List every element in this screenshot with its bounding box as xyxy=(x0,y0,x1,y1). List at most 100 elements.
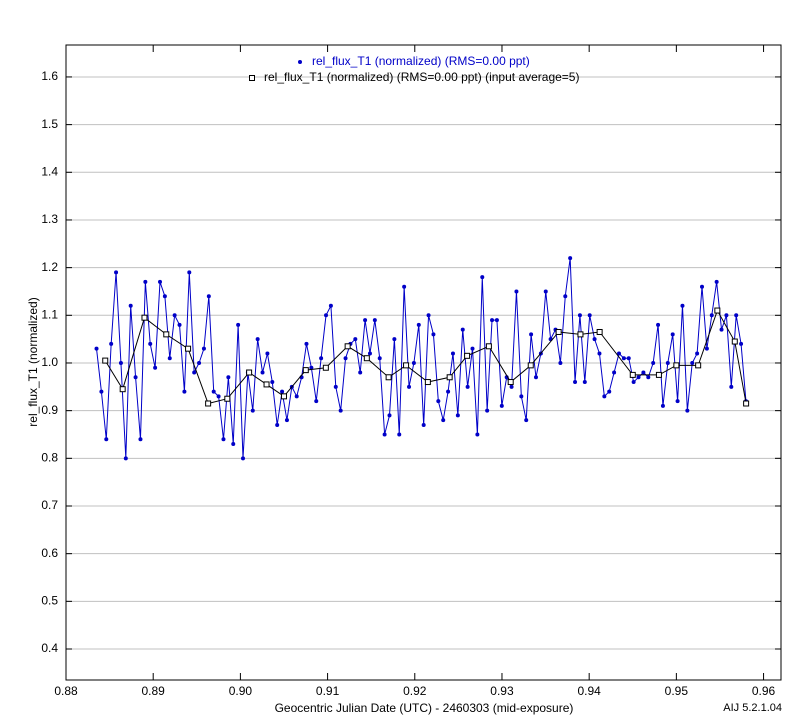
data-point xyxy=(656,322,661,327)
data-point xyxy=(597,351,602,356)
y-tick-label: 1.0 xyxy=(41,355,58,369)
data-point xyxy=(563,294,568,299)
data-point xyxy=(141,314,148,321)
data-point xyxy=(421,422,426,427)
data-point xyxy=(206,294,211,299)
data-point xyxy=(568,256,573,261)
data-point xyxy=(224,395,231,402)
data-point xyxy=(743,400,750,407)
data-point xyxy=(519,394,524,399)
data-point xyxy=(665,360,670,365)
data-point xyxy=(338,408,343,413)
data-point xyxy=(192,370,197,375)
data-point xyxy=(182,389,187,394)
y-tick-label: 0.5 xyxy=(41,594,58,608)
data-point xyxy=(596,328,603,335)
data-point xyxy=(724,313,729,318)
data-point xyxy=(485,408,490,413)
data-point xyxy=(324,313,329,318)
data-point xyxy=(734,313,739,318)
data-point xyxy=(475,432,480,437)
data-point xyxy=(385,374,392,381)
data-point xyxy=(660,403,665,408)
data-point xyxy=(114,270,119,275)
data-point xyxy=(358,370,363,375)
data-point xyxy=(714,307,721,314)
data-point xyxy=(460,327,465,332)
data-point xyxy=(507,379,514,386)
y-tick-label: 0.8 xyxy=(41,450,58,464)
data-point xyxy=(236,322,241,327)
x-tick-label: 0.94 xyxy=(577,684,601,698)
data-point xyxy=(514,289,519,294)
legend-label: rel_flux_T1 (normalized) (RMS=0.00 ppt) … xyxy=(264,70,579,84)
data-point xyxy=(607,389,612,394)
data-point xyxy=(577,313,582,318)
data-point xyxy=(322,364,329,371)
plot-frame xyxy=(65,44,782,681)
y-tick-label: 0.7 xyxy=(41,498,58,512)
data-point xyxy=(655,371,662,378)
data-point xyxy=(416,322,421,327)
data-point xyxy=(403,362,410,369)
data-point xyxy=(524,418,529,423)
data-point xyxy=(302,367,309,374)
data-point xyxy=(485,343,492,350)
data-point xyxy=(719,327,724,332)
data-point xyxy=(592,337,597,342)
data-point xyxy=(94,346,99,351)
data-point xyxy=(509,384,514,389)
legend-marker xyxy=(298,60,302,64)
data-point xyxy=(455,413,460,418)
data-point xyxy=(407,384,412,389)
data-point xyxy=(153,365,158,370)
x-tick-label: 0.89 xyxy=(142,684,166,698)
data-point xyxy=(343,356,348,361)
data-point xyxy=(201,346,206,351)
data-point xyxy=(309,365,314,370)
data-point xyxy=(527,362,534,369)
data-point xyxy=(387,413,392,418)
data-point xyxy=(265,351,270,356)
data-point xyxy=(167,356,172,361)
series-line xyxy=(104,309,747,405)
data-point xyxy=(133,375,138,380)
x-tick-label: 0.92 xyxy=(403,684,427,698)
data-point xyxy=(543,289,548,294)
data-point xyxy=(216,394,221,399)
data-point xyxy=(464,352,471,359)
data-point xyxy=(294,394,299,399)
data-point xyxy=(353,337,358,342)
data-point xyxy=(275,422,280,427)
y-tick-label: 0.4 xyxy=(41,641,58,655)
data-point xyxy=(465,384,470,389)
data-point xyxy=(446,374,453,381)
y-axis-label: rel_flux_T1 (normalized) xyxy=(26,297,40,426)
data-point xyxy=(280,389,285,394)
data-point xyxy=(685,408,690,413)
data-point xyxy=(377,356,382,361)
data-point xyxy=(197,360,202,365)
data-point xyxy=(363,318,368,323)
data-point xyxy=(651,360,656,365)
x-tick-label: 0.91 xyxy=(316,684,340,698)
data-point xyxy=(577,331,584,338)
data-point xyxy=(402,284,407,289)
data-point xyxy=(185,345,192,352)
data-point xyxy=(246,369,253,376)
data-point xyxy=(731,338,738,345)
data-point xyxy=(260,370,265,375)
x-tick-label: 0.88 xyxy=(54,684,78,698)
x-axis-label: Geocentric Julian Date (UTC) - 2460303 (… xyxy=(275,701,574,715)
data-point xyxy=(680,303,685,308)
data-point xyxy=(494,318,499,323)
data-point xyxy=(367,351,372,356)
data-point xyxy=(573,380,578,385)
data-point xyxy=(177,322,182,327)
data-point xyxy=(157,279,162,284)
data-point xyxy=(250,408,255,413)
data-point xyxy=(128,303,133,308)
data-point xyxy=(558,360,563,365)
